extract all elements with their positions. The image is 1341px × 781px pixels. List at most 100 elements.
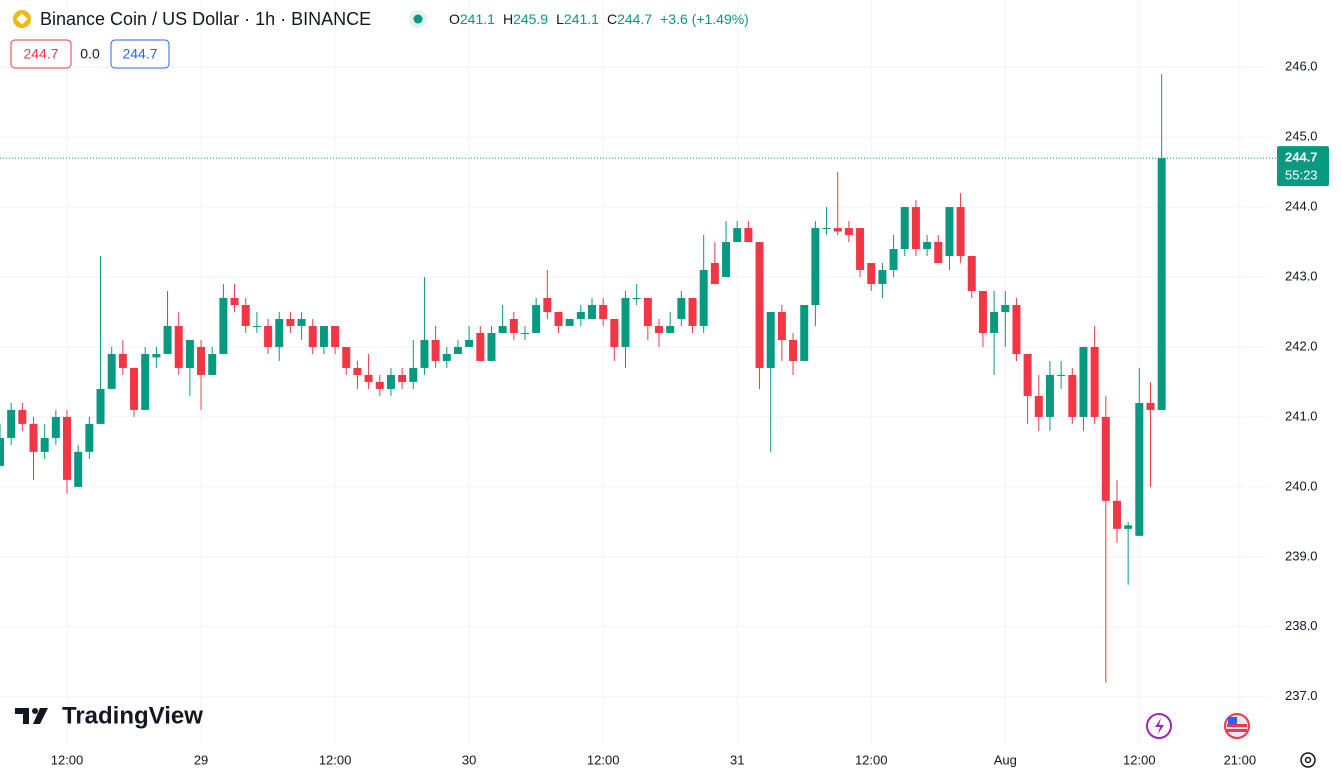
candle-body [610,318,619,347]
legend-value: 241.1 [460,11,495,27]
candle-body [643,298,652,326]
candle-body [587,304,596,319]
candle-body [777,311,786,340]
candle-body [677,298,686,319]
candle-body [1057,374,1066,376]
candle-body [219,298,228,354]
legend-value: 245.9 [513,11,548,27]
x-tick-label: 21:00 [1224,752,1257,767]
y-tick-label: 246.0 [1285,59,1318,74]
candle-body [275,318,284,347]
legend-label: L [556,11,564,27]
candle-body [811,228,820,305]
y-tick-label: 239.0 [1285,548,1318,563]
candle-body [1068,374,1077,417]
candle-body [1023,353,1032,396]
indicator-badge[interactable] [110,39,170,69]
candle-body [185,339,194,368]
legend-value: 241.1 [564,11,599,27]
x-tick-label: 12:00 [855,752,888,767]
countdown-label: 55:23 [1285,168,1318,183]
candle-body [766,311,775,368]
indicator-value: 0.0 [80,46,100,62]
x-tick-label: Aug [994,752,1017,767]
candle-body [688,298,697,326]
candle-body [476,332,485,361]
candle-body [822,228,831,230]
last-price-box [1277,146,1329,187]
y-tick-label: 245.0 [1285,129,1318,144]
candle-body [666,325,675,333]
indicator-value: 244.7 [122,46,157,62]
candle-body [375,381,384,389]
indicator-badge[interactable] [10,39,72,69]
candle-body [409,367,418,382]
x-tick-label: 12:00 [51,752,84,767]
candle-body [453,346,462,354]
candle-body [789,339,798,361]
candle-body [353,367,362,375]
candle-body [1135,402,1144,536]
flag-stripe [1227,729,1247,732]
overlay: 237.0 238.0 239.0 240.0 241.0 242.0 243.0 244.0… [0,59,1329,767]
candle-body [889,249,898,271]
y-tick-label: 243.0 [1285,268,1318,283]
y-tick-label: 240.0 [1285,478,1318,493]
candle-body [520,332,529,334]
candle-body [498,325,507,333]
candle-body [599,304,608,319]
candle-body [543,298,552,312]
candle-body [40,437,49,452]
candle-body [398,374,407,382]
candle-body [956,207,965,257]
y-tick-label: 237.0 [1285,688,1318,703]
candle-body [264,325,273,347]
candle-body [364,374,373,382]
candle-body [230,298,239,305]
grid [0,0,1270,745]
candle-body [699,270,708,326]
candle-body [978,291,987,333]
flag-stripe [1227,724,1247,727]
indicator-value: 244.7 [23,46,58,62]
candle-body [0,437,4,466]
candle-body [252,325,261,327]
candle-body [945,207,954,257]
candle-body [297,318,306,326]
candle-body [74,451,83,487]
candle-body [1045,374,1054,417]
ohlc-legend: O241.1 H245.9 L241.1 C244.7 +3.6 (+1.49%) [449,11,749,27]
legend-change: +3.6 (+1.49%) [660,11,749,27]
candle-body [286,318,295,326]
candle-body [85,423,94,452]
candle-body [7,409,16,438]
legend-label: H [503,11,513,27]
candle-body [744,228,753,243]
coin-icon-mark [16,13,28,25]
candle-body [900,207,909,250]
candle-body [1112,500,1121,529]
event-icon-bolt [1155,718,1164,734]
x-tick-label: 12:00 [1123,752,1156,767]
candle-body [141,353,150,410]
candle-body [308,325,317,347]
chart-title[interactable]: Binance Coin / US Dollar · 1h · BINANCE [40,9,371,29]
legend-label: C [607,11,617,27]
candle-body [800,304,809,361]
candle-body [96,388,105,424]
candle-body [934,242,943,264]
candle-body [1012,304,1021,354]
y-tick-label: 242.0 [1285,338,1318,353]
candle-body [878,270,887,285]
y-tick-label: 238.0 [1285,618,1318,633]
candle-body [431,339,440,361]
candle-body [420,339,429,368]
candle-body [1079,346,1088,417]
candle-body [487,332,496,361]
legend-label: O [449,11,460,27]
settings-icon[interactable] [1300,752,1316,768]
candle-body [331,325,340,347]
candle-body [152,353,161,358]
candle-body [18,409,27,424]
